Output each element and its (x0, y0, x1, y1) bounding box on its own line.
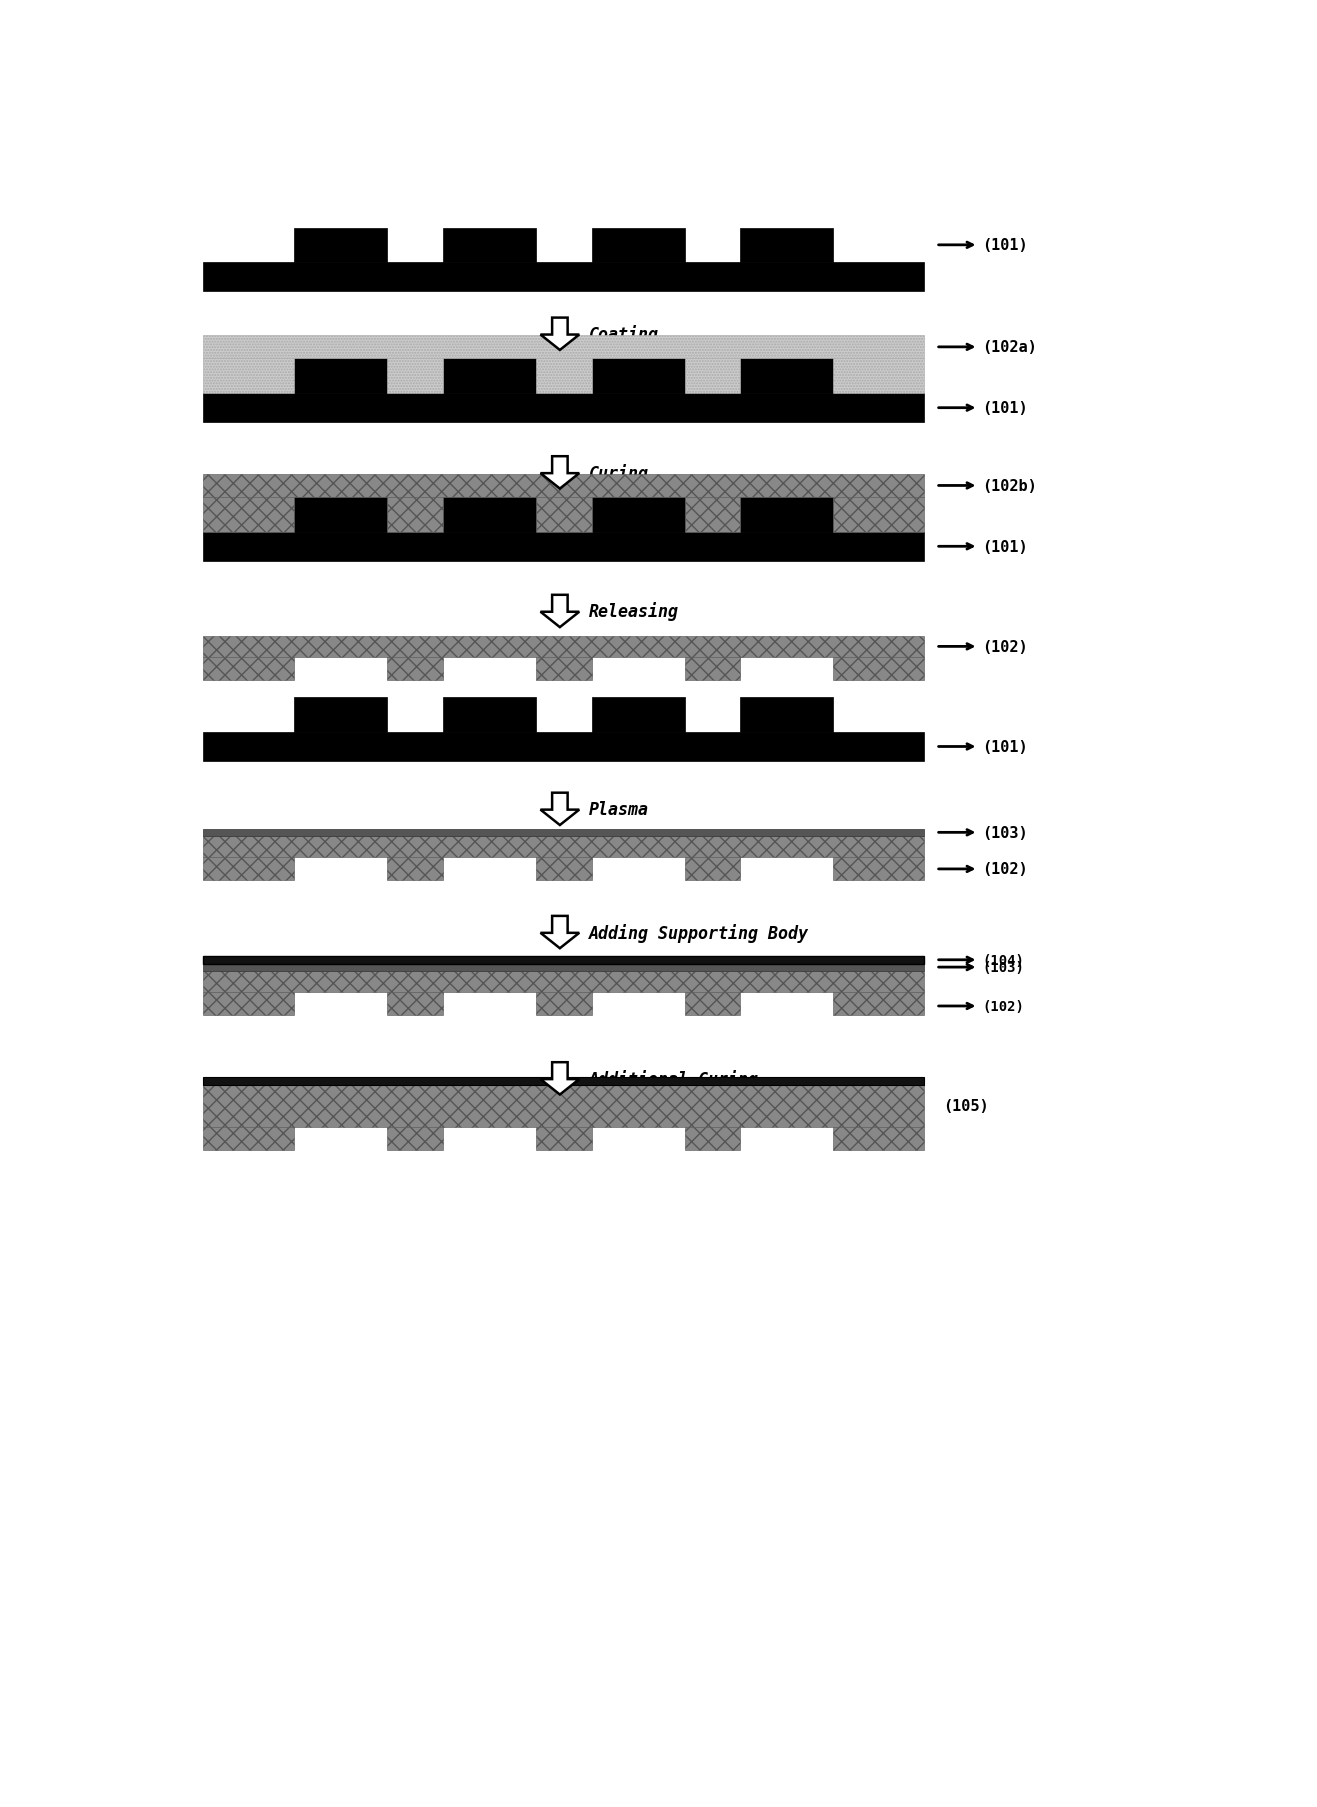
Bar (685, 992, 740, 1016)
Bar (203, 1084, 925, 1128)
Bar (685, 360, 740, 394)
Bar (685, 658, 740, 681)
Bar (536, 497, 591, 533)
Text: (103): (103) (982, 961, 1025, 974)
Bar (203, 970, 925, 992)
Bar (387, 1128, 443, 1151)
Bar (203, 1128, 294, 1151)
Bar (536, 658, 591, 681)
Bar (203, 965, 925, 970)
Bar (294, 698, 387, 732)
Bar (294, 360, 387, 394)
Bar (203, 829, 925, 837)
Bar (740, 360, 834, 394)
Text: Curing: Curing (589, 464, 649, 482)
Text: (103): (103) (982, 826, 1027, 840)
Bar (203, 732, 925, 763)
Bar (294, 228, 387, 264)
Bar (387, 360, 443, 394)
Bar (203, 394, 925, 423)
Bar (294, 497, 387, 533)
Bar (203, 264, 925, 293)
Bar (203, 533, 925, 562)
FancyArrow shape (540, 793, 579, 826)
Text: (102a): (102a) (982, 340, 1036, 356)
Bar (203, 360, 294, 394)
Bar (834, 658, 925, 681)
Bar (834, 497, 925, 533)
Text: (101): (101) (982, 739, 1027, 755)
Bar (203, 636, 925, 658)
Bar (203, 336, 925, 360)
Text: (102): (102) (982, 862, 1027, 876)
Bar (591, 497, 685, 533)
FancyArrow shape (540, 916, 579, 949)
Text: Releasing: Releasing (589, 602, 680, 622)
Bar (740, 698, 834, 732)
Bar (203, 497, 294, 533)
FancyArrow shape (540, 596, 579, 627)
Bar (740, 497, 834, 533)
Bar (387, 497, 443, 533)
Text: (102b): (102b) (982, 479, 1036, 493)
Text: (101): (101) (982, 401, 1027, 416)
Bar (203, 858, 294, 882)
Text: Plasma: Plasma (589, 801, 649, 819)
Bar (591, 698, 685, 732)
Bar (443, 228, 536, 264)
FancyArrow shape (540, 1063, 579, 1095)
Bar (685, 1128, 740, 1151)
Bar (203, 956, 925, 965)
Bar (685, 497, 740, 533)
Bar (740, 228, 834, 264)
Bar (536, 1128, 591, 1151)
Text: (101): (101) (982, 239, 1027, 253)
Bar (834, 360, 925, 394)
Bar (536, 360, 591, 394)
Bar (203, 658, 294, 681)
Bar (203, 1077, 925, 1084)
FancyArrow shape (540, 318, 579, 351)
Text: Additional Curing: Additional Curing (589, 1070, 760, 1088)
Text: (101): (101) (982, 540, 1027, 555)
Bar (834, 1128, 925, 1151)
Bar (591, 228, 685, 264)
Text: (102): (102) (982, 999, 1025, 1014)
FancyArrow shape (540, 457, 579, 490)
Bar (387, 992, 443, 1016)
Text: (104): (104) (982, 954, 1025, 967)
Text: Adding Supporting Body: Adding Supporting Body (589, 923, 810, 941)
Bar (685, 858, 740, 882)
Bar (536, 992, 591, 1016)
Bar (203, 837, 925, 858)
Bar (387, 658, 443, 681)
Bar (834, 992, 925, 1016)
Text: (102): (102) (982, 640, 1027, 654)
Bar (387, 858, 443, 882)
Text: Coating: Coating (589, 325, 660, 343)
Bar (443, 360, 536, 394)
Bar (536, 858, 591, 882)
Bar (203, 992, 294, 1016)
Text: (105): (105) (943, 1099, 989, 1113)
Bar (443, 698, 536, 732)
Bar (203, 475, 925, 497)
Bar (591, 360, 685, 394)
Bar (443, 497, 536, 533)
Bar (834, 858, 925, 882)
